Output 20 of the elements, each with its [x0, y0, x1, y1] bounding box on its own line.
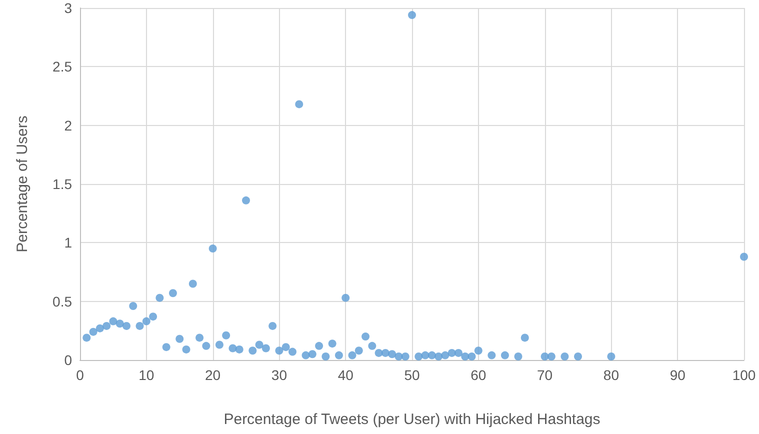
y-tick-label: 0.5	[52, 293, 72, 310]
x-tick-label: 10	[138, 367, 154, 383]
x-tick-label: 70	[537, 367, 553, 383]
x-tick-label: 40	[338, 367, 354, 383]
y-axis-title: Percentage of Users	[14, 116, 31, 252]
y-tick-label: 2.5	[52, 58, 72, 75]
x-axis-title: Percentage of Tweets (per User) with Hijacked Hashtags	[224, 411, 600, 428]
y-tick-label: 0	[64, 352, 72, 368]
x-tick-label: 90	[670, 367, 686, 383]
y-tick-label: 3	[64, 0, 72, 16]
x-tick-label: 0	[76, 367, 84, 383]
y-tick-label: 1	[64, 234, 72, 251]
x-tick-label: 60	[470, 367, 486, 383]
x-tick-label: 80	[603, 367, 620, 383]
y-tick-label: 1.5	[52, 176, 72, 192]
x-tick-label: 50	[404, 367, 420, 383]
x-tick-label: 100	[732, 367, 756, 383]
x-tick-label: 30	[271, 367, 288, 383]
x-tick-label: 20	[205, 367, 221, 383]
y-tick-label: 2	[64, 117, 72, 134]
